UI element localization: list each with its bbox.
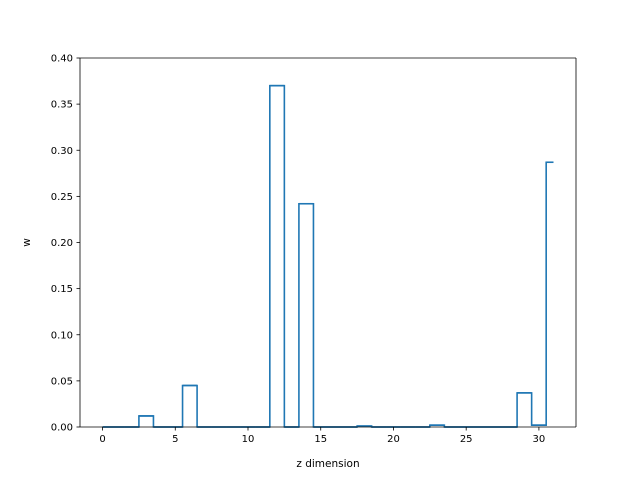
- x-tick-label: 25: [460, 434, 473, 445]
- y-tick-label: 0.25: [51, 192, 73, 203]
- y-tick-label: 0.30: [51, 146, 73, 157]
- y-tick-label: 0.05: [51, 376, 73, 387]
- x-axis-label: z dimension: [296, 458, 359, 470]
- x-tick-label: 10: [242, 434, 255, 445]
- y-axis-label: w: [21, 238, 33, 247]
- y-tick-label: 0.00: [51, 423, 73, 434]
- y-tick-label: 0.10: [51, 330, 73, 341]
- y-tick-label: 0.35: [51, 100, 73, 111]
- y-tick-label: 0.20: [51, 238, 73, 249]
- x-axis-ticks: 0 5 10 15 20 25 30: [99, 427, 545, 445]
- x-tick-label: 0: [99, 434, 105, 445]
- x-tick-label: 20: [387, 434, 400, 445]
- x-tick-label: 30: [533, 434, 546, 445]
- y-tick-label: 0.15: [51, 284, 73, 295]
- x-tick-label: 15: [314, 434, 327, 445]
- plot-area: [80, 58, 576, 427]
- y-axis-ticks: 0.00 0.05 0.10 0.15 0.20 0.25 0.30 0.35 0.40: [51, 54, 80, 434]
- x-tick-label: 5: [172, 434, 178, 445]
- y-tick-label: 0.40: [51, 54, 73, 65]
